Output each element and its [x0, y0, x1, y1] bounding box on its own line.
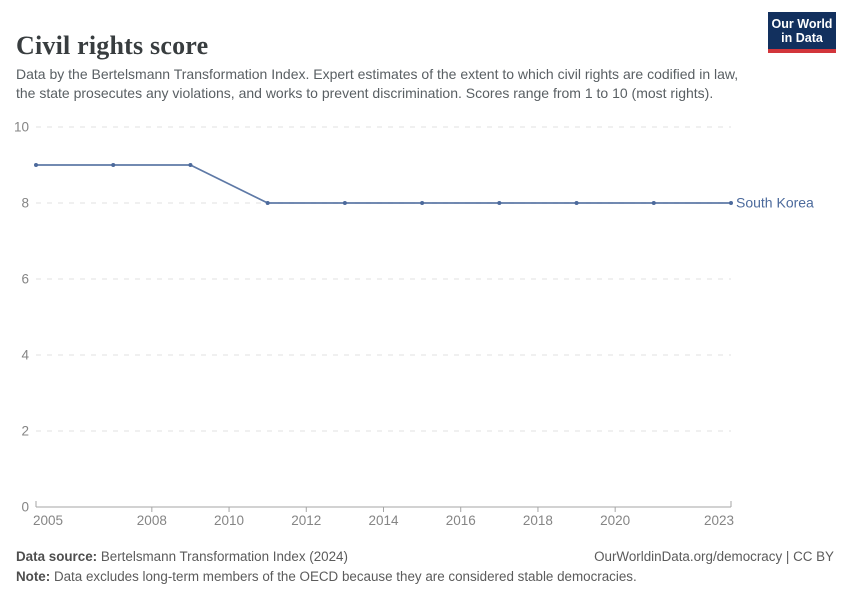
- series-label: South Korea: [736, 195, 814, 211]
- chart-subtitle: Data by the Bertelsmann Transformation I…: [16, 66, 739, 101]
- data-point: [651, 201, 656, 205]
- owid-logo-line2: in Data: [781, 31, 823, 45]
- y-axis-tick-label: 10: [14, 120, 29, 135]
- data-point: [420, 201, 425, 205]
- owid-logo: Our World in Data: [768, 12, 836, 53]
- y-axis-tick-label: 8: [21, 196, 29, 211]
- data-source-text: Bertelsmann Transformation Index (2024): [97, 549, 348, 564]
- data-point: [188, 163, 193, 167]
- x-axis-tick-label: 2018: [523, 513, 553, 528]
- x-axis-tick-label: 2014: [368, 513, 399, 528]
- chart-footer: Data source: Bertelsmann Transformation …: [16, 547, 834, 587]
- y-axis-tick-label: 4: [21, 348, 29, 363]
- footer-note: Note: Data excludes long-term members of…: [16, 567, 834, 587]
- data-point: [34, 163, 38, 167]
- line-chart: 0 2 4 6 8 10 2005 2008 2010 2012 2014 2016 2018 2020 2…: [14, 120, 814, 529]
- y-axis-tick-label: 0: [21, 500, 29, 515]
- x-axis-tick-label: 2010: [214, 513, 244, 528]
- note-label: Note:: [16, 569, 51, 584]
- x-axis-tick-label: 2008: [137, 513, 167, 528]
- y-axis-tick-label: 6: [21, 272, 29, 287]
- data-point: [342, 201, 347, 205]
- data-source: Data source: Bertelsmann Transformation …: [16, 547, 348, 567]
- x-axis-tick-label: 2016: [446, 513, 476, 528]
- data-source-label: Data source:: [16, 549, 98, 564]
- note-text: Data excludes long-term members of the O…: [50, 569, 637, 584]
- data-point: [497, 201, 502, 205]
- data-point: [574, 201, 579, 205]
- license-link[interactable]: OurWorldinData.org/democracy | CC BY: [594, 549, 834, 564]
- series-line: [35, 164, 732, 204]
- x-axis-tick-label: 2020: [600, 513, 630, 528]
- data-point: [729, 201, 733, 205]
- y-axis-tick-label: 2: [21, 424, 29, 439]
- data-point: [265, 201, 270, 205]
- owid-logo-line1: Our World: [771, 17, 833, 31]
- page-title: Civil rights score: [16, 31, 209, 61]
- data-point: [111, 163, 116, 167]
- x-axis-tick-label: 2012: [291, 513, 321, 528]
- x-axis-tick-label: 2023: [704, 513, 734, 528]
- x-axis-tick-label: 2005: [33, 513, 63, 528]
